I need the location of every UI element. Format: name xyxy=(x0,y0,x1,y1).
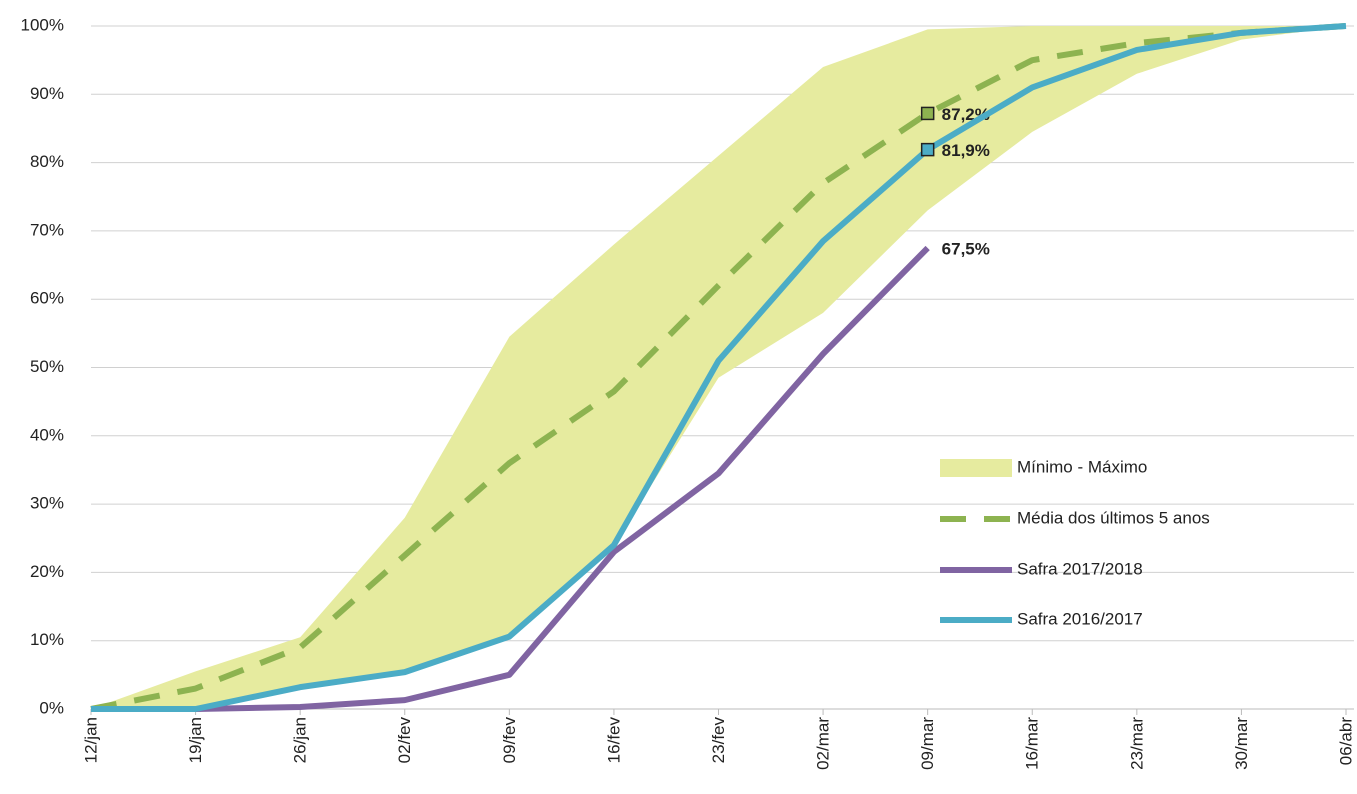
x-tick-label: 02/mar xyxy=(814,717,833,770)
legend-label: Mínimo - Máximo xyxy=(1017,457,1147,476)
y-tick-label: 0% xyxy=(39,698,64,717)
y-tick-label: 60% xyxy=(30,289,64,308)
x-tick-label: 09/mar xyxy=(918,717,937,770)
y-tick-label: 100% xyxy=(21,15,64,34)
legend-label: Safra 2017/2018 xyxy=(1017,559,1143,578)
y-tick-label: 50% xyxy=(30,357,64,376)
y-tick-label: 90% xyxy=(30,84,64,103)
series-line xyxy=(91,23,1347,712)
series-line xyxy=(90,23,1347,712)
y-tick-label: 10% xyxy=(30,630,64,649)
x-tick-label: 30/mar xyxy=(1232,717,1251,770)
series-line xyxy=(91,245,930,712)
data-marker xyxy=(920,142,935,157)
x-tick-label: 19/jan xyxy=(186,717,205,763)
y-tick-label: 80% xyxy=(30,152,64,171)
x-tick-label: 12/jan xyxy=(81,717,100,763)
y-tick-label: 70% xyxy=(30,220,64,239)
legend-swatch xyxy=(940,459,1012,477)
range-area xyxy=(91,26,1346,709)
x-tick-label: 09/fev xyxy=(500,717,519,764)
data-label: 67,5% xyxy=(942,239,990,258)
legend-label: Safra 2016/2017 xyxy=(1017,609,1143,628)
x-tick-label: 26/jan xyxy=(291,717,310,763)
data-label: 81,9% xyxy=(942,141,990,160)
x-tick-label: 06/abr xyxy=(1336,717,1355,766)
x-tick-label: 23/fev xyxy=(709,717,728,764)
data-marker xyxy=(920,106,935,121)
y-tick-label: 30% xyxy=(30,494,64,513)
x-tick-label: 23/mar xyxy=(1127,717,1146,770)
legend-label: Média dos últimos 5 anos xyxy=(1017,508,1210,527)
y-tick-label: 40% xyxy=(30,425,64,444)
x-tick-label: 16/mar xyxy=(1023,717,1042,770)
x-tick-label: 16/fev xyxy=(604,717,623,764)
x-tick-label: 02/fev xyxy=(395,717,414,764)
y-tick-label: 20% xyxy=(30,562,64,581)
